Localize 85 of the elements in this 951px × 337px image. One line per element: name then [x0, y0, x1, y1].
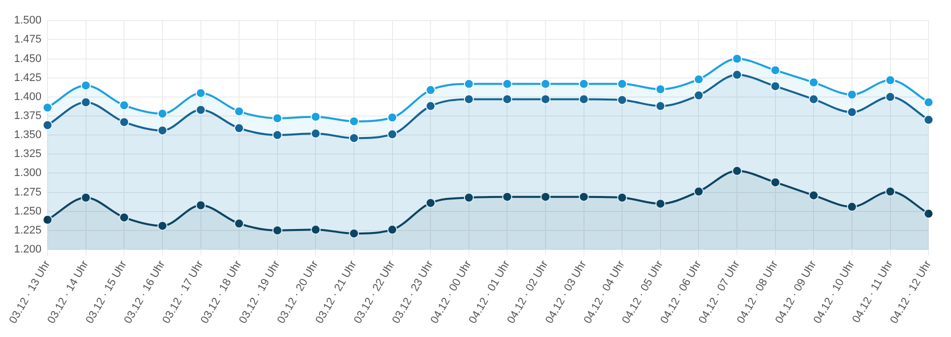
- point: [732, 166, 742, 176]
- point: [80, 80, 91, 90]
- point: [846, 107, 857, 118]
- point: [770, 65, 780, 76]
- point: [42, 102, 53, 113]
- point: [924, 114, 934, 125]
- point: [502, 78, 512, 89]
- y-tick-label: 1.325: [14, 148, 42, 160]
- point: [770, 177, 780, 188]
- point: [234, 106, 244, 116]
- point: [426, 85, 436, 96]
- point: [808, 94, 819, 104]
- point: [502, 94, 512, 104]
- point: [272, 130, 282, 140]
- point: [540, 78, 551, 89]
- point: [924, 97, 934, 108]
- point: [310, 224, 321, 235]
- point: [426, 101, 436, 112]
- y-tick-label: 1.275: [14, 186, 42, 198]
- point: [464, 192, 474, 203]
- point: [578, 192, 589, 202]
- point: [157, 125, 168, 136]
- point: [272, 225, 282, 236]
- point: [234, 218, 244, 229]
- point: [694, 74, 704, 84]
- point: [157, 108, 168, 119]
- point: [272, 113, 282, 124]
- point: [426, 198, 436, 208]
- point: [196, 200, 206, 210]
- y-tick-label: 1.400: [14, 90, 42, 103]
- y-tick-label: 1.450: [14, 52, 42, 65]
- point: [617, 78, 628, 89]
- point: [348, 133, 359, 144]
- point: [387, 129, 398, 140]
- point: [770, 81, 780, 92]
- point: [464, 78, 474, 89]
- point: [694, 186, 704, 197]
- y-tick-label: 1.250: [14, 205, 42, 218]
- point: [310, 128, 321, 139]
- point: [655, 198, 666, 209]
- y-tick-label: 1.350: [14, 129, 42, 142]
- point: [732, 70, 742, 80]
- point: [655, 101, 666, 112]
- y-tick-label: 1.500: [14, 14, 42, 27]
- y-tick-label: 1.425: [14, 72, 42, 84]
- point: [655, 84, 666, 94]
- point: [157, 220, 168, 231]
- point: [694, 90, 704, 100]
- point: [502, 192, 512, 202]
- point: [578, 78, 589, 89]
- point: [196, 88, 206, 98]
- point: [846, 202, 857, 212]
- point: [617, 94, 628, 105]
- point: [540, 192, 551, 202]
- y-tick-label: 1.300: [14, 167, 42, 180]
- point: [540, 94, 551, 104]
- point: [846, 90, 857, 100]
- point: [80, 97, 91, 108]
- point: [42, 120, 53, 130]
- y-tick-label: 1.375: [14, 110, 42, 122]
- point: [808, 77, 819, 88]
- point: [885, 75, 896, 86]
- y-tick-label: 1.475: [14, 34, 42, 46]
- point: [119, 100, 130, 110]
- point: [924, 208, 934, 219]
- point: [348, 228, 359, 238]
- point: [119, 117, 130, 128]
- point: [80, 192, 91, 203]
- point: [808, 190, 819, 200]
- point: [387, 112, 398, 122]
- point: [196, 104, 206, 115]
- point: [885, 186, 896, 197]
- point: [732, 54, 742, 64]
- point: [234, 123, 244, 134]
- point: [387, 224, 398, 235]
- point: [885, 92, 896, 102]
- point: [348, 116, 359, 126]
- point: [464, 94, 474, 104]
- point: [310, 112, 321, 122]
- point: [42, 214, 53, 225]
- point: [578, 94, 589, 104]
- point: [617, 192, 628, 203]
- y-tick-label: 1.225: [14, 224, 42, 236]
- point: [119, 212, 130, 222]
- y-tick-label: 1.200: [14, 244, 42, 256]
